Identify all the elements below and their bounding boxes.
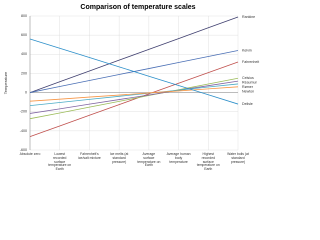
y-tick-label: 800 <box>21 14 27 18</box>
legend-label: Newton <box>242 90 254 94</box>
y-tick-label: 600 <box>21 33 27 37</box>
y-tick-label: -400 <box>20 129 27 133</box>
y-tick-label: -200 <box>20 110 27 114</box>
series-line <box>29 83 239 106</box>
chart: Comparison of temperature scales Tempera… <box>3 4 259 152</box>
series-line <box>29 38 239 105</box>
x-tick-label: Average human body temperature <box>166 152 191 164</box>
y-tick-label: 200 <box>21 71 27 75</box>
x-tick-label: Lowest recorded surface temperature on E… <box>48 152 72 172</box>
chart-title: Comparison of temperature scales <box>80 4 195 11</box>
x-tick-label: Fahrenheit's ice/salt mixture <box>78 152 101 160</box>
legend-label: Réaumur <box>242 81 258 85</box>
legend-label: Delisle <box>242 102 253 106</box>
y-tick-label: 400 <box>21 52 27 56</box>
series-line <box>29 80 239 114</box>
series-line <box>29 77 239 120</box>
y-tick-label: -600 <box>20 148 27 152</box>
series-line <box>29 61 239 137</box>
y-axis-label: Temperature <box>3 71 8 94</box>
legend-label: Celsius <box>242 76 254 80</box>
legend-label: Rankine <box>242 15 255 19</box>
x-tick-label: Highest recorded surface temperature on … <box>196 152 220 172</box>
series-line <box>29 86 239 102</box>
x-tick-label: Average surface temperature on Earth <box>137 152 161 168</box>
legend-label: Kelvin <box>242 48 252 52</box>
x-tick-label: Ice melts (at standard pressure) <box>109 152 129 164</box>
series-line <box>29 16 239 93</box>
legend-label: Fahrenheit <box>242 60 259 64</box>
x-tick-label: Water boils (at standard pressure) <box>227 152 249 164</box>
chart-container: Comparison of temperature scales Tempera… <box>3 4 259 172</box>
legend-label: Rømer <box>242 85 254 89</box>
y-tick-label: 0 <box>25 91 27 95</box>
x-tick-label: Absolute zero <box>19 152 41 156</box>
